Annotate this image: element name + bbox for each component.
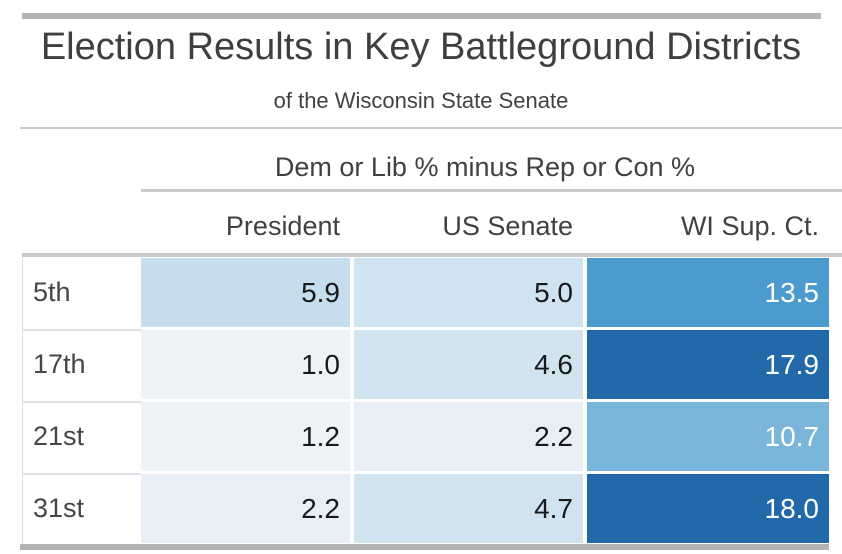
table-top-border [22, 253, 842, 257]
value-cell: 2.2 [141, 474, 350, 543]
divider-under-span-header [141, 189, 842, 192]
row-label-31st: 31st [22, 474, 137, 543]
label-row-separator [22, 329, 141, 331]
value-cell: 1.2 [141, 402, 350, 471]
value-cell: 4.7 [354, 474, 583, 543]
label-row-separator [22, 401, 141, 403]
column-header-us-senate: US Senate [442, 210, 573, 241]
value-cell: 13.5 [587, 258, 829, 327]
label-row-separator [22, 473, 141, 475]
table-span-header: Dem or Lib % minus Rep or Con % [274, 151, 696, 182]
page-subtitle: of the Wisconsin State Senate [273, 88, 569, 113]
top-accent-bar [22, 13, 821, 19]
value-cell: 5.0 [354, 258, 583, 327]
value-cell: 10.7 [587, 402, 829, 471]
column-header-row: President US Senate WI Sup. Ct. [22, 202, 829, 250]
row-label-17th: 17th [22, 330, 137, 399]
value-cell: 18.0 [587, 474, 829, 543]
value-cell: 5.9 [141, 258, 350, 327]
divider-under-subtitle [20, 127, 842, 129]
row-label-21st: 21st [22, 402, 137, 471]
value-cell: 4.6 [354, 330, 583, 399]
results-table: 5th 5.9 5.0 13.5 17th 1.0 4.6 17.9 21st 1.2 2.2 10.… [22, 258, 829, 543]
bottom-accent-bar [20, 544, 829, 550]
column-header-president: President [225, 210, 340, 241]
column-header-wi-sup-ct: WI Sup. Ct. [680, 210, 819, 241]
row-label-5th: 5th [22, 258, 137, 327]
value-cell: 1.0 [141, 330, 350, 399]
label-column-left-border [22, 257, 23, 544]
value-cell: 2.2 [354, 402, 583, 471]
value-cell: 17.9 [587, 330, 829, 399]
page-title: Election Results in Key Battleground Dis… [40, 26, 802, 68]
